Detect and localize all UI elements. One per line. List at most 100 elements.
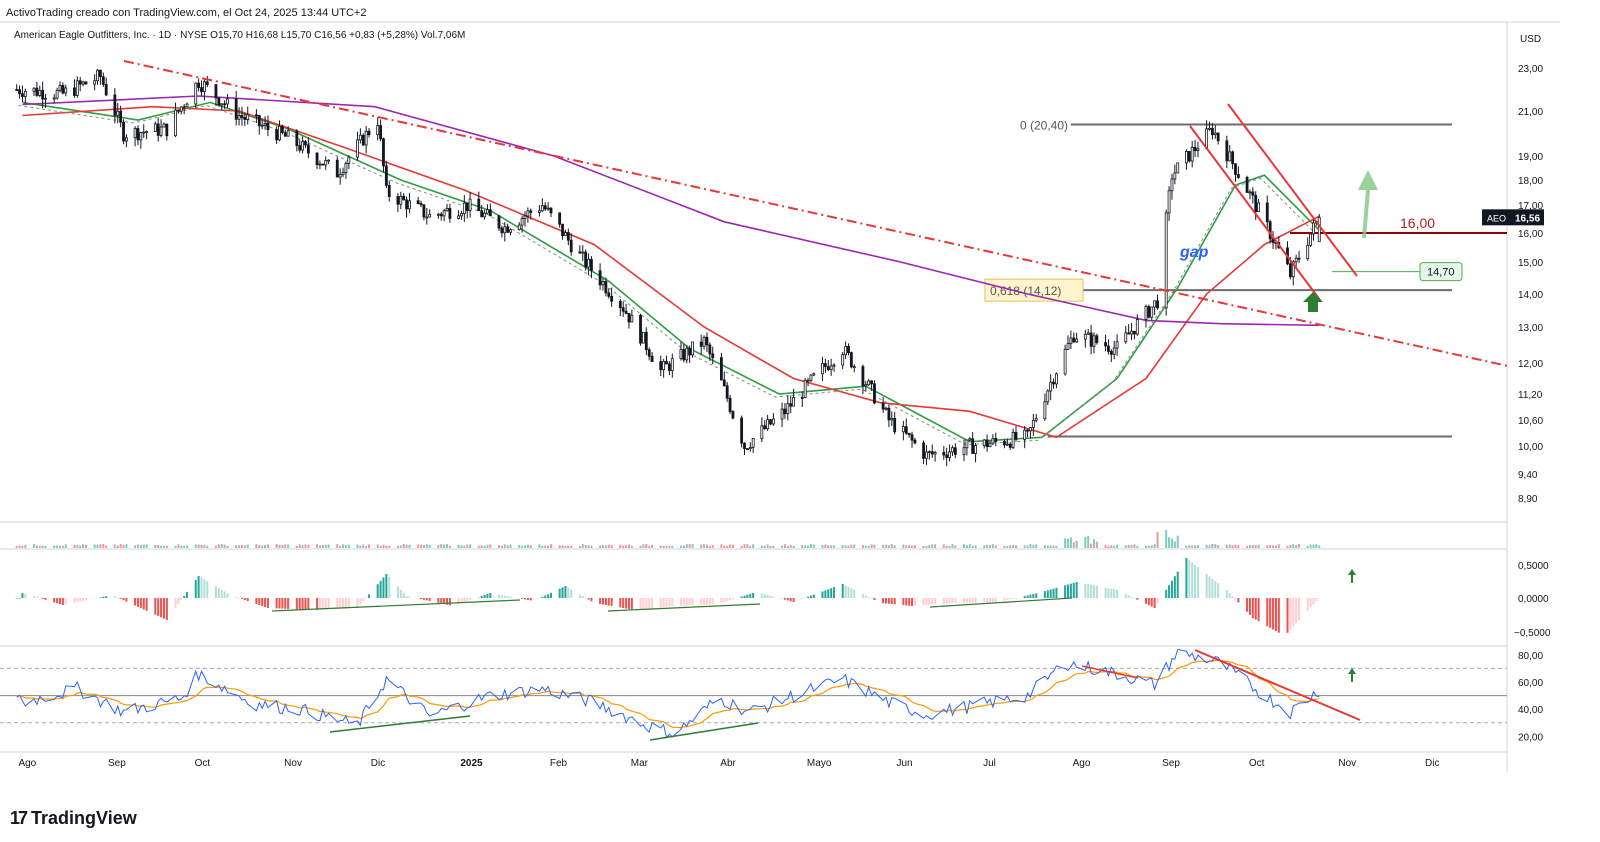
candle-body — [708, 344, 712, 355]
volume-bar — [668, 545, 671, 548]
candle-body — [425, 216, 429, 219]
histogram-bar — [84, 598, 87, 601]
candle-body — [217, 97, 221, 106]
histogram-bar — [948, 598, 951, 604]
candle-body — [826, 366, 830, 371]
histogram-bar — [821, 591, 824, 598]
candle-body — [1083, 333, 1087, 340]
candle-body — [1130, 330, 1133, 335]
volume-bar — [15, 545, 18, 548]
candle-body — [829, 365, 833, 371]
candle-body — [564, 232, 567, 237]
histogram-bar — [850, 588, 853, 598]
histogram-bar — [422, 598, 425, 600]
candle-body — [356, 139, 359, 158]
volume-bar — [529, 545, 532, 548]
histogram-bar — [1012, 598, 1015, 599]
volume-bar — [968, 544, 971, 548]
candle-body — [890, 418, 894, 421]
volume-bar — [1014, 545, 1018, 548]
candle-body — [101, 76, 105, 85]
channel-line-lower — [1227, 103, 1358, 277]
volume-bar — [988, 544, 992, 548]
volume-bar — [1306, 545, 1309, 548]
histogram-bar — [503, 595, 506, 598]
sma-dashed-line — [18, 104, 1316, 446]
volume-bar — [1084, 537, 1087, 548]
candle-body — [991, 438, 995, 444]
histogram-bar — [281, 598, 284, 609]
candle-body — [662, 361, 666, 371]
histogram-bar — [469, 598, 472, 600]
volume-bar — [365, 545, 368, 548]
volume-bar — [180, 545, 183, 548]
candle-body — [667, 363, 671, 371]
candle-body — [659, 361, 663, 371]
candle-body — [246, 114, 250, 120]
histogram-bar — [408, 596, 411, 598]
candle-body — [558, 212, 562, 225]
volume-bar — [1185, 545, 1188, 548]
histogram-bar — [1165, 589, 1168, 598]
volume-bar — [145, 544, 148, 548]
histogram-bar — [951, 598, 954, 604]
channel-line-upper — [1189, 125, 1321, 301]
histogram-bar — [402, 592, 405, 598]
volume-bar — [590, 545, 593, 548]
histogram-bar — [1107, 588, 1110, 598]
histogram-bar — [446, 598, 449, 605]
histogram-bar — [506, 596, 509, 598]
candle-body — [1150, 306, 1154, 318]
histogram-bar — [440, 598, 443, 604]
volume-bar — [682, 545, 685, 548]
volume-bar — [1023, 545, 1026, 548]
candle-body — [298, 145, 302, 151]
histogram-bar — [301, 598, 304, 610]
histogram-bar — [587, 598, 590, 600]
candle-body — [260, 124, 264, 127]
volume-bar — [24, 544, 27, 548]
volume-bar — [983, 545, 986, 548]
histogram-bar — [1090, 584, 1093, 598]
histogram-bar — [1003, 598, 1006, 601]
volume-bar — [321, 545, 324, 548]
histogram-bar — [584, 597, 587, 599]
histogram-bar — [523, 598, 527, 600]
volume-bar — [619, 544, 622, 548]
volume-bar — [56, 545, 59, 548]
histogram-bar — [214, 586, 217, 598]
volume-bar — [731, 544, 734, 548]
volume-bar — [538, 544, 541, 548]
histogram-bar — [38, 598, 41, 599]
candle-body — [1170, 178, 1174, 192]
volume-bar — [122, 545, 125, 548]
time-tick-label: Jun — [896, 758, 912, 769]
candle-body — [1213, 132, 1217, 136]
candle-body — [113, 94, 117, 116]
volume-bar — [523, 545, 527, 548]
volume-bar — [1170, 538, 1173, 548]
candle-body — [497, 215, 501, 229]
histogram-bar — [356, 598, 359, 608]
histogram-bar — [1286, 598, 1289, 633]
histogram-bar — [792, 598, 795, 602]
histogram-bar — [1029, 594, 1032, 598]
volume-bar — [564, 545, 567, 548]
histogram-bar — [604, 598, 607, 605]
candle-body — [15, 89, 19, 91]
candle-body — [202, 81, 206, 93]
histogram-bar — [1035, 593, 1038, 598]
tradingview-brand[interactable]: 17 TradingView — [10, 808, 137, 829]
histogram-bar — [480, 596, 483, 598]
candle-body — [1107, 345, 1110, 352]
green-up-arrow-icon — [1303, 292, 1323, 312]
volume-bar — [506, 545, 509, 548]
candle-body — [304, 141, 307, 146]
candle-body — [748, 446, 752, 450]
volume-bar — [786, 545, 789, 548]
price-tick-label: 18,00 — [1518, 176, 1543, 187]
histogram-bar — [1289, 598, 1292, 630]
histogram-bar — [261, 598, 264, 606]
volume-bar — [711, 545, 714, 548]
